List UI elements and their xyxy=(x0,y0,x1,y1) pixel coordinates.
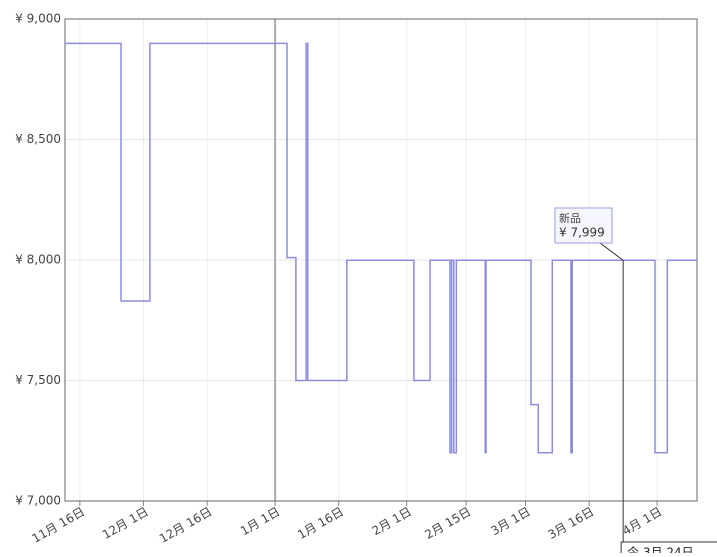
y-tick-label: ¥ 8,500 xyxy=(15,132,61,146)
price-line xyxy=(65,42,697,454)
cursor-connector xyxy=(599,242,624,261)
x-tick-label: 1月 16日 xyxy=(295,505,346,542)
y-tick-label: ¥ 9,000 xyxy=(15,12,61,26)
x-tick-label: 3月 16日 xyxy=(546,505,597,542)
y-tick-label: ¥ 7,500 xyxy=(15,373,61,387)
x-tick-label: 1月 1日 xyxy=(238,505,282,539)
tooltip-title: 新品 xyxy=(559,211,581,225)
x-tick-label: 3月 1日 xyxy=(488,505,532,539)
tooltip-box xyxy=(554,207,613,244)
y-tick-label: ¥ 7,000 xyxy=(15,494,61,508)
x-tick-label: 2月 1日 xyxy=(370,505,414,539)
tooltip-value: ¥ 7,999 xyxy=(559,226,605,240)
date-label: 今 3月 24日 xyxy=(627,545,694,554)
x-tick-label: 12月 1日 xyxy=(100,505,151,542)
x-tick-label: 11月 16日 xyxy=(30,505,88,546)
x-tick-label: 2月 15日 xyxy=(422,505,473,542)
x-tick-label: 12月 16日 xyxy=(157,505,215,546)
x-tick-label: 4月 1日 xyxy=(620,505,664,539)
y-tick-label: ¥ 8,000 xyxy=(15,253,61,267)
